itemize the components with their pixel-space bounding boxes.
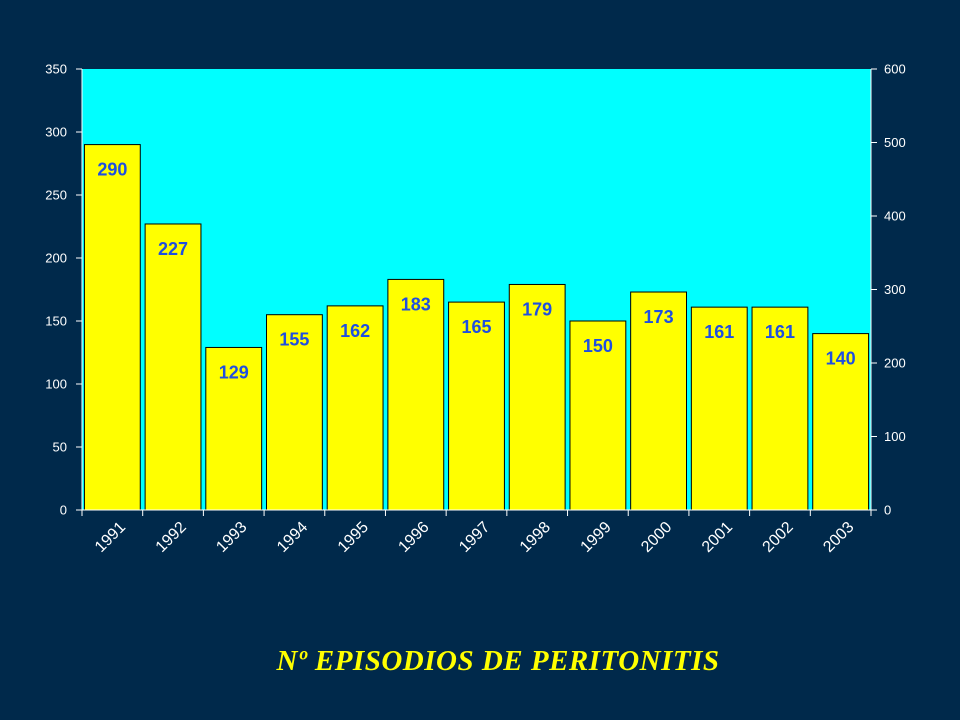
x-tick-label-1994: 1994: [274, 519, 311, 556]
labels-layer: 290 227 129 155 162 183 165 179 150 173 161 161 140: [97, 160, 855, 383]
x-tick-label-1995: 1995: [335, 519, 372, 556]
x-tick-label-1999: 1999: [578, 519, 615, 556]
data-label-2001: 161: [704, 322, 734, 342]
bar-1997: [448, 301, 505, 511]
x-tick-label-1998: 1998: [517, 519, 554, 556]
data-label-1992: 227: [158, 239, 188, 259]
data-label-2002: 161: [765, 322, 795, 342]
x-tick-label-1993: 1993: [213, 519, 250, 556]
y2-tick-label-200: 200: [884, 356, 906, 371]
y-tick-label-250: 250: [45, 188, 67, 203]
x-tick-label-2003: 2003: [820, 519, 857, 556]
data-label-1996: 183: [401, 294, 431, 314]
bar-1999: [569, 320, 627, 511]
bar-2002: [751, 306, 809, 511]
slide-title: Nº EPISODIOS DE PERITONITIS: [276, 645, 720, 677]
y-tick-label-350: 350: [45, 62, 67, 77]
x-tick-label-2001: 2001: [699, 519, 736, 556]
y-tick-label-300: 300: [45, 125, 67, 140]
bar-2003: [812, 333, 870, 511]
y-tick-label-150: 150: [45, 314, 67, 329]
bar-chart: 0 50 100 150 200 250 300 350 0 100 200 300 400 500 600…: [45, 62, 906, 556]
bar-1994: [266, 314, 323, 511]
data-label-2003: 140: [826, 349, 856, 369]
bar-1998: [508, 283, 566, 511]
bar-1991: [83, 144, 141, 511]
data-label-1994: 155: [279, 330, 309, 350]
x-tick-label-1992: 1992: [153, 519, 190, 556]
data-label-1991: 290: [97, 160, 127, 180]
data-label-1993: 129: [219, 362, 249, 382]
y-tick-label-100: 100: [45, 377, 67, 392]
y2-tick-label-600: 600: [884, 62, 906, 77]
data-label-1998: 179: [522, 299, 552, 319]
data-label-1995: 162: [340, 321, 370, 341]
y2-tick-label-400: 400: [884, 209, 906, 224]
x-tick-label-1991: 1991: [92, 519, 129, 556]
x-tick-label-1996: 1996: [395, 519, 432, 556]
y2-tick-label-0: 0: [884, 503, 891, 518]
bar-1992: [144, 223, 202, 511]
data-label-1999: 150: [583, 336, 613, 356]
x-tick-label-2000: 2000: [638, 519, 675, 556]
x-tick-label-1997: 1997: [456, 519, 493, 556]
bar-1993: [205, 346, 263, 511]
y-tick-label-200: 200: [45, 251, 67, 266]
y2-tick-label-500: 500: [884, 135, 906, 150]
data-label-1997: 165: [461, 317, 491, 337]
y-tick-label-50: 50: [53, 440, 67, 455]
y2-tick-label-100: 100: [884, 429, 906, 444]
y2-tick-label-300: 300: [884, 282, 906, 297]
data-label-2000: 173: [644, 307, 674, 327]
x-tick-label-2002: 2002: [760, 519, 797, 556]
y-tick-label-0: 0: [60, 503, 67, 518]
bar-2000: [630, 291, 687, 511]
bars-layer: [83, 144, 870, 511]
